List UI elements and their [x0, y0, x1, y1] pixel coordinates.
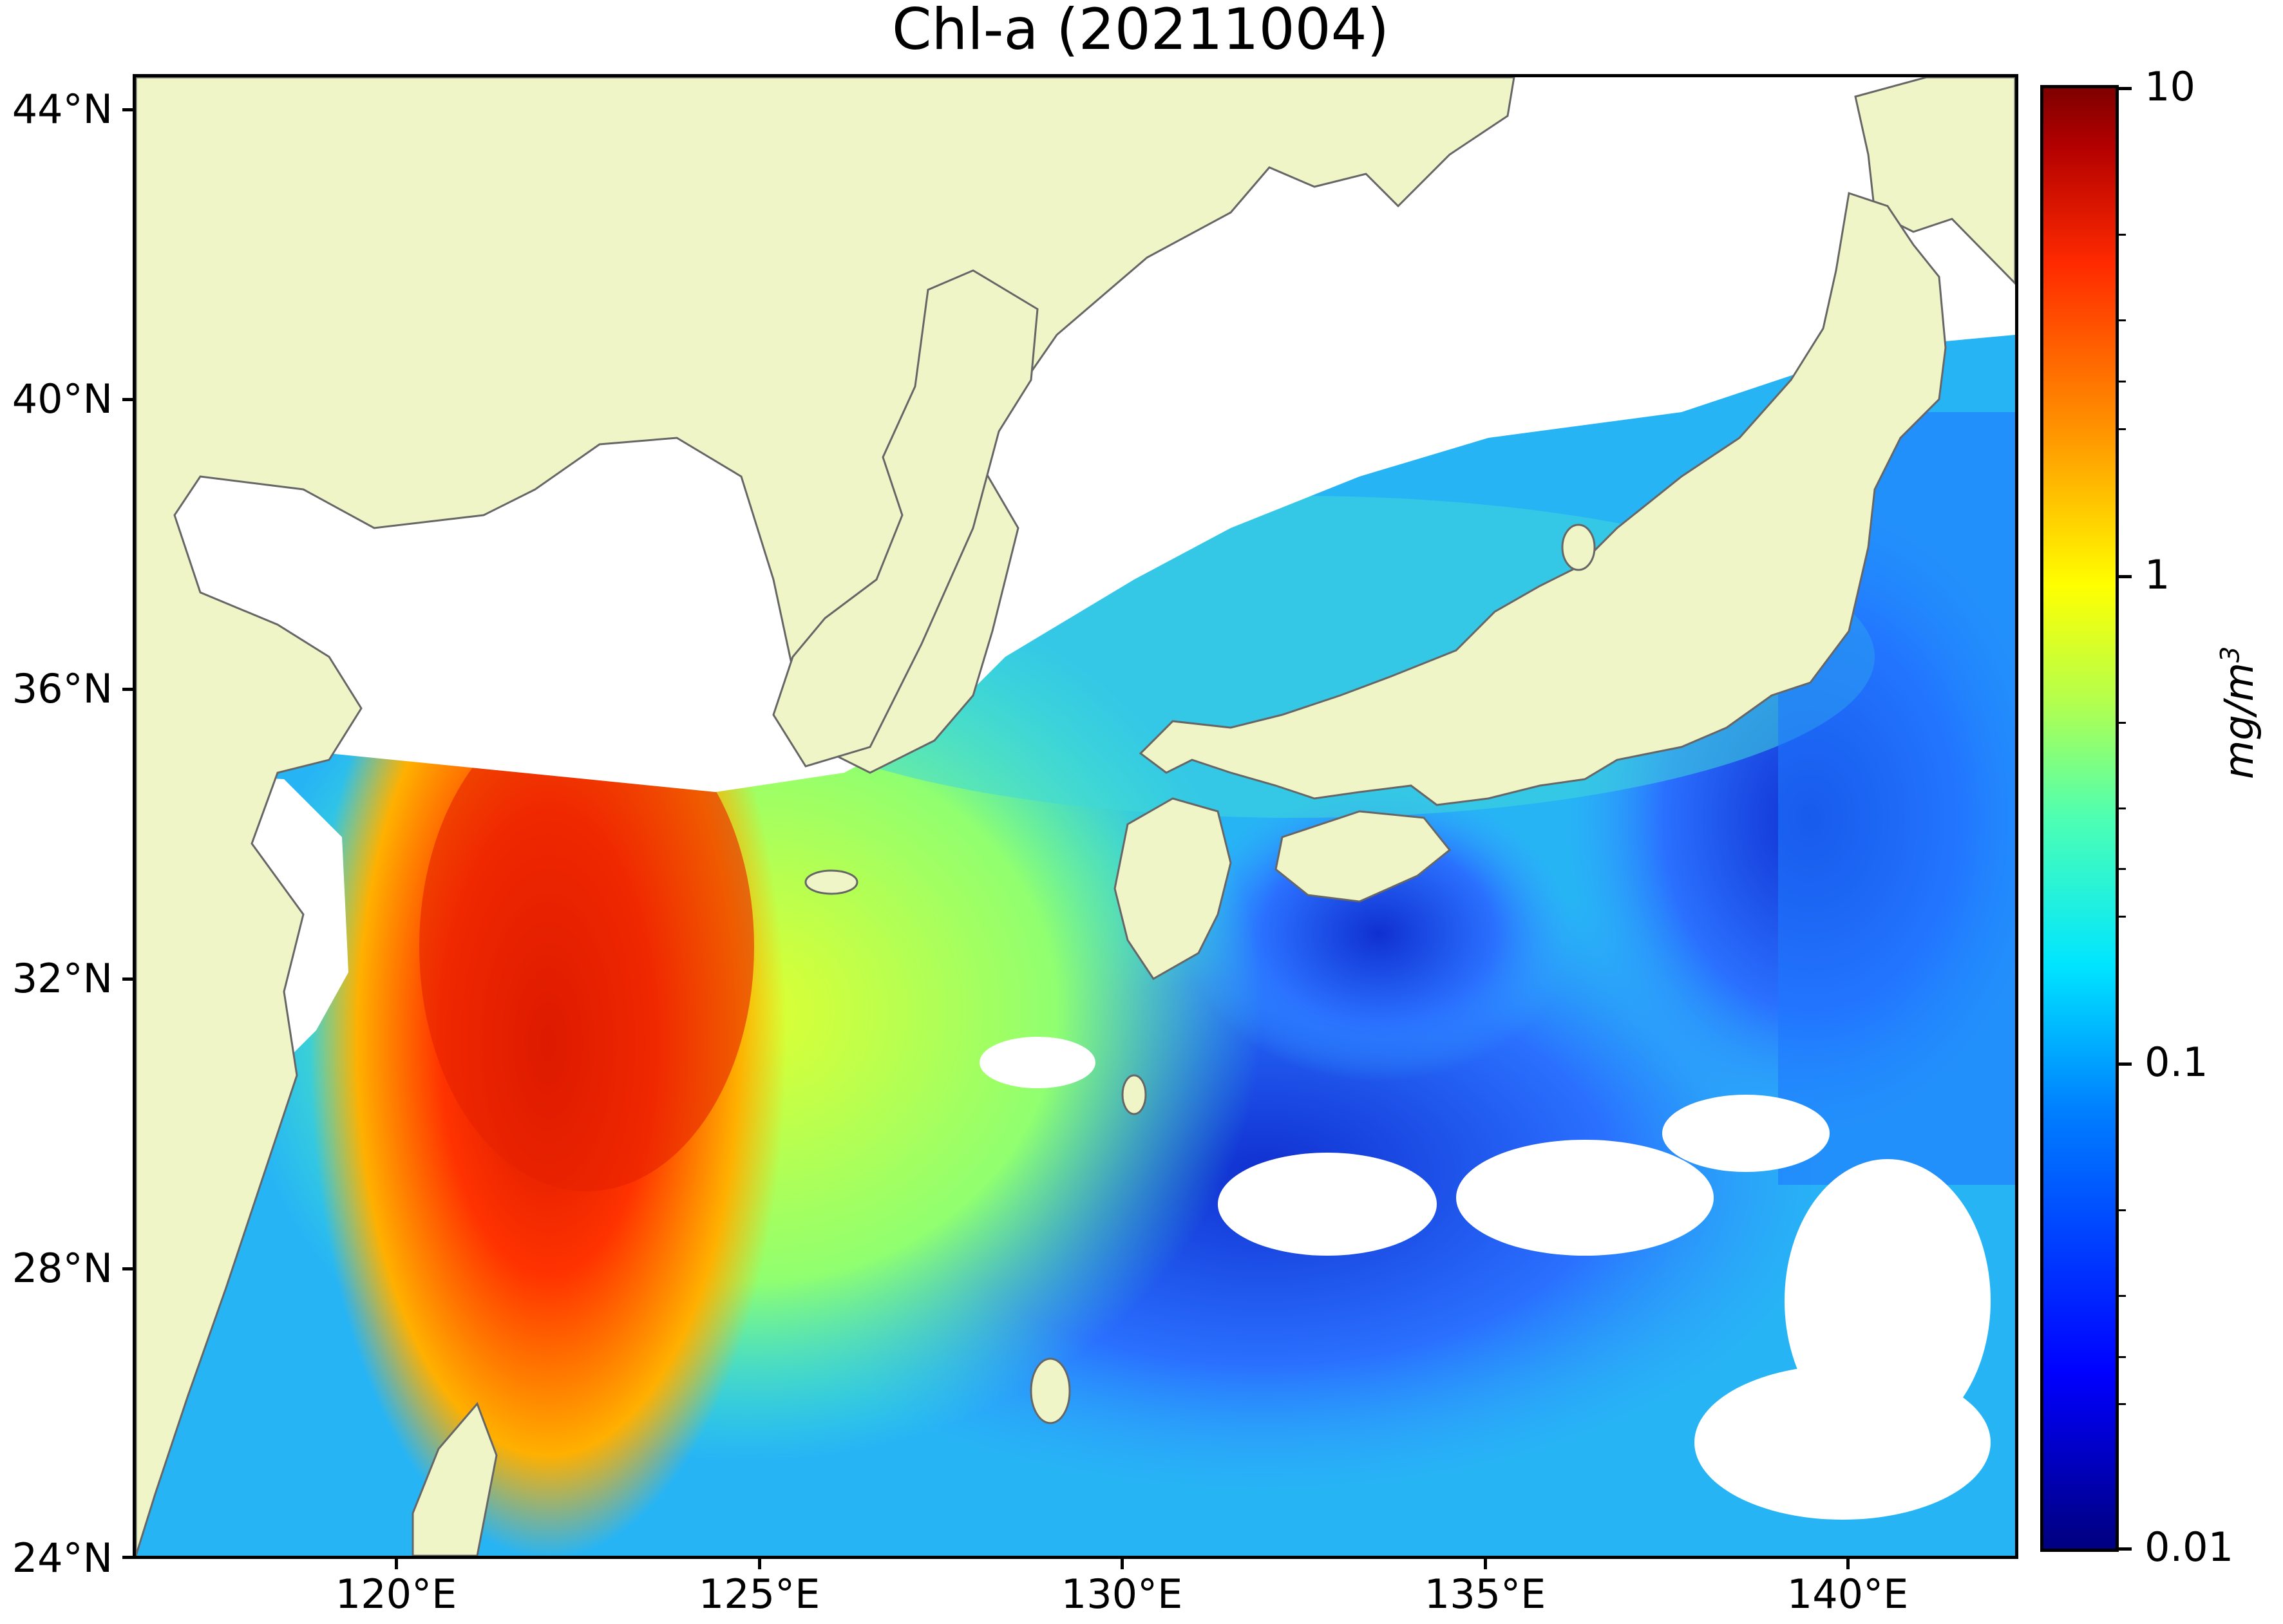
lat-label-36n: 36°N [12, 665, 113, 712]
lat-tick [122, 1267, 133, 1270]
colorbar-minor-tick [2119, 428, 2126, 430]
jeju-island [804, 869, 858, 895]
lon-tick [1484, 1559, 1487, 1569]
colorbar-minor-tick [2119, 722, 2126, 724]
map-title: Chl-a (20211004) [892, 0, 1389, 62]
lon-tick [395, 1559, 398, 1569]
island [1030, 1357, 1071, 1424]
korea [772, 269, 1039, 768]
unit-text: mg/m [2215, 662, 2262, 779]
colorbar-minor-tick [2119, 868, 2126, 870]
colorbar-tick [2119, 575, 2132, 578]
lat-tick [122, 1556, 133, 1559]
island [1561, 524, 1596, 571]
lat-label-28n: 28°N [12, 1245, 113, 1292]
lon-label-130e: 130°E [1061, 1571, 1183, 1618]
colorbar-minor-tick [2119, 807, 2126, 809]
coastal-bloom [419, 702, 754, 1191]
colorbar-minor-tick [2119, 319, 2126, 321]
colorbar-minor-tick [2119, 1295, 2126, 1297]
colorbar-tick [2119, 87, 2132, 90]
kyushu [1113, 797, 1232, 980]
lat-tick [122, 398, 133, 401]
lat-tick [122, 977, 133, 981]
lon-label-135e: 135°E [1424, 1571, 1546, 1618]
colorbar-unit-label: mg/m3 [2215, 647, 2262, 780]
lon-label-120e: 120°E [335, 1571, 457, 1618]
mainland-asia [136, 77, 1515, 1556]
chlorophyll-map [133, 74, 2018, 1559]
lat-tick [122, 688, 133, 691]
unit-superscript: 3 [2215, 646, 2246, 663]
colorbar-label-1: 1 [2145, 551, 2170, 598]
map-canvas [136, 77, 2015, 1556]
lon-tick [758, 1559, 761, 1569]
land [136, 77, 2015, 1556]
island [1121, 1074, 1147, 1115]
lat-label-24n: 24°N [12, 1534, 113, 1582]
lat-tick [122, 108, 133, 111]
lat-label-44n: 44°N [12, 86, 113, 133]
shikoku [1274, 810, 1452, 903]
colorbar-minor-tick [2119, 1209, 2126, 1211]
colorbar-tick [2119, 1062, 2132, 1066]
lon-tick [1846, 1559, 1850, 1569]
hokkaido [1854, 77, 2015, 285]
colorbar-minor-tick [2119, 1403, 2126, 1405]
lon-label-125e: 125°E [698, 1571, 820, 1618]
colorbar-label-0.01: 0.01 [2145, 1524, 2234, 1571]
colorbar-minor-tick [2119, 1356, 2126, 1358]
colorbar-tick [2119, 1547, 2132, 1551]
taiwan [412, 1402, 498, 1556]
colorbar-label-10: 10 [2145, 63, 2195, 110]
lon-tick [1121, 1559, 1124, 1569]
lat-label-40n: 40°N [12, 375, 113, 422]
colorbar-minor-tick [2119, 381, 2126, 382]
colorbar-minor-tick [2119, 916, 2126, 918]
lat-label-32n: 32°N [12, 955, 113, 1002]
colorbar [2040, 85, 2119, 1552]
colorbar-label-0.1: 0.1 [2145, 1039, 2208, 1086]
lon-label-140e: 140°E [1786, 1571, 1909, 1618]
colorbar-minor-tick [2119, 234, 2126, 236]
